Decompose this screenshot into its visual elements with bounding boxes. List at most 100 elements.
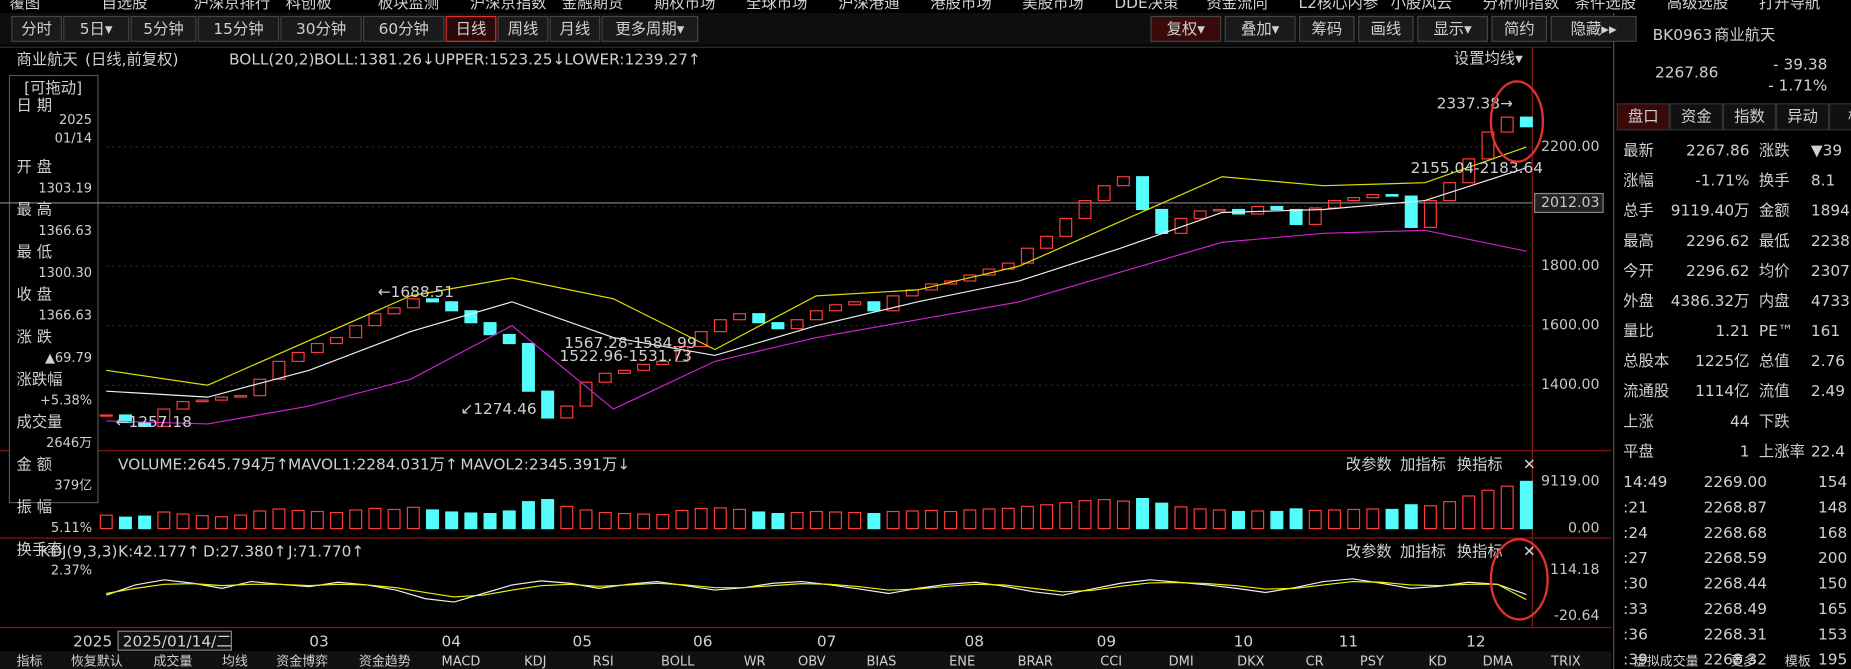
period-button[interactable] <box>280 15 362 42</box>
period-button[interactable] <box>130 15 197 42</box>
period-button[interactable] <box>63 15 130 42</box>
menu-item[interactable]: 覆图 <box>9 0 40 12</box>
indicator-tab[interactable]: 虚拟成交量 <box>1634 653 1699 669</box>
indicator-tab[interactable]: 资金博弈 <box>276 653 328 669</box>
period-button[interactable] <box>197 15 280 42</box>
tool-label[interactable]: 叠加▾ <box>1241 20 1280 38</box>
period-button[interactable] <box>362 15 445 42</box>
panel-button[interactable]: 加指标 <box>1400 455 1446 473</box>
panel-button[interactable]: 换指标 <box>1457 543 1503 561</box>
indicator-tab[interactable]: BIAS <box>866 654 896 669</box>
period-label[interactable]: 更多周期▾ <box>615 20 684 38</box>
indicator-tab[interactable]: 资金趋势 <box>359 653 411 669</box>
tool-label[interactable]: 隐藏▸▸ <box>1571 20 1617 38</box>
indicator-tab[interactable]: CR <box>1306 654 1324 669</box>
menu-item[interactable]: L2核心内参 <box>1299 0 1379 12</box>
quote-tab-label[interactable]: 资金 <box>1681 107 1712 125</box>
tool-label[interactable]: 画线 <box>1371 20 1402 38</box>
indicator-tab[interactable]: BRAR <box>1018 654 1053 669</box>
panel-button[interactable]: 换指标 <box>1457 455 1503 473</box>
menu-item[interactable]: 条件选股 <box>1575 0 1636 12</box>
tool-label[interactable]: 简约 <box>1504 20 1535 38</box>
menu-item[interactable]: 分析师指数 <box>1483 0 1560 12</box>
indicator-tab[interactable]: KD <box>1428 654 1447 669</box>
indicator-tab[interactable]: KDJ <box>524 654 546 669</box>
period-button[interactable] <box>11 15 62 42</box>
indicator-tab[interactable]: OBV <box>798 654 826 669</box>
tool-button[interactable] <box>1150 15 1222 42</box>
quote-tab[interactable] <box>1829 103 1851 131</box>
menu-item[interactable]: 板块监测 <box>378 0 439 12</box>
indicator-tab[interactable]: MACD <box>442 654 481 669</box>
indicator-tab[interactable]: RSI <box>593 654 614 669</box>
quote-tab[interactable] <box>1669 103 1723 131</box>
panel-button[interactable]: 改参数 <box>1346 543 1392 561</box>
menu-item[interactable]: DDE决策 <box>1114 0 1178 12</box>
menu-item[interactable]: 打开导航 <box>1759 0 1820 12</box>
menu-item[interactable]: 全球市场 <box>746 0 807 12</box>
tool-button[interactable] <box>1417 15 1489 42</box>
indicator-tab[interactable]: BOLL <box>661 654 695 669</box>
indicator-tab[interactable]: 恢复默认 <box>71 653 123 669</box>
menu-item[interactable]: 沪深港通 <box>838 0 899 12</box>
indicator-tab[interactable]: 指标 <box>17 654 43 669</box>
menu-item[interactable]: 资金流向 <box>1206 0 1267 12</box>
indicator-tab[interactable]: TRIX <box>1550 654 1581 669</box>
tool-label[interactable]: 筹码 <box>1312 20 1343 38</box>
indicator-tab[interactable]: DKX <box>1237 654 1264 669</box>
quote-tab-label[interactable]: 板 <box>1848 107 1851 125</box>
menu-item[interactable]: 小股风云 <box>1391 0 1452 12</box>
menu-item[interactable]: 科创板 <box>286 0 332 12</box>
period-button[interactable] <box>549 15 601 42</box>
setting-button[interactable]: 设置均线▾ <box>1454 49 1523 67</box>
tool-button[interactable] <box>1358 15 1414 42</box>
period-label[interactable]: 日线 <box>456 20 487 38</box>
panel-button[interactable]: ✕ <box>1523 543 1536 561</box>
quote-tab-label[interactable]: 异动 <box>1787 107 1818 125</box>
indicator-tab[interactable]: 均线 <box>222 654 248 669</box>
menu-item[interactable]: 港股市场 <box>930 0 991 12</box>
indicator-tab[interactable]: 成交量 <box>153 653 192 669</box>
indicator-tab[interactable]: DMI <box>1169 654 1194 669</box>
menu-item[interactable]: 沪深京排行 <box>194 0 271 12</box>
panel-button[interactable]: ✕ <box>1523 455 1536 473</box>
period-label[interactable]: 5分钟 <box>143 20 183 38</box>
quote-tab[interactable] <box>1722 103 1777 131</box>
menu-item[interactable]: 自选股 <box>102 0 148 12</box>
tool-label[interactable]: 显示▾ <box>1433 20 1472 38</box>
tool-button[interactable] <box>1491 15 1548 42</box>
quote-tab-label[interactable]: 盘口 <box>1628 107 1659 125</box>
period-button[interactable] <box>445 15 497 42</box>
period-label[interactable]: 5日▾ <box>80 20 113 38</box>
indicator-tab[interactable]: 模板 <box>1785 654 1811 669</box>
quote-tab-label[interactable]: 指数 <box>1734 107 1765 125</box>
menu-item[interactable]: 金融期货 <box>562 0 623 12</box>
period-label[interactable]: 15分钟 <box>213 20 263 38</box>
tool-button[interactable] <box>1299 15 1355 42</box>
tool-label[interactable]: 复权▾ <box>1167 20 1206 38</box>
menu-item[interactable]: 高级选股 <box>1667 0 1728 12</box>
tool-button[interactable] <box>1550 15 1637 42</box>
indicator-tab[interactable]: ENE <box>949 654 975 669</box>
volume-bar <box>1289 508 1303 530</box>
indicator-tab[interactable]: DMA <box>1483 654 1513 669</box>
period-label[interactable]: 60分钟 <box>379 20 429 38</box>
indicator-tab[interactable]: WR <box>744 654 766 669</box>
period-label[interactable]: 分时 <box>21 20 52 38</box>
indicator-tab[interactable]: PSY <box>1360 654 1384 669</box>
indicator-tab[interactable]: CCI <box>1100 654 1122 669</box>
indicator-tab[interactable]: 更多 <box>1731 653 1757 669</box>
period-label[interactable]: 月线 <box>560 20 591 38</box>
panel-button[interactable]: 加指标 <box>1400 543 1446 561</box>
quote-tab[interactable] <box>1616 103 1670 131</box>
menu-item[interactable]: 沪深京指数 <box>470 0 547 12</box>
tool-button[interactable] <box>1224 15 1296 42</box>
menu-item[interactable]: 期权市场 <box>654 0 715 12</box>
period-label[interactable]: 30分钟 <box>296 20 346 38</box>
period-button[interactable] <box>601 15 699 42</box>
period-label[interactable]: 周线 <box>508 20 539 38</box>
quote-tab[interactable] <box>1776 103 1830 131</box>
panel-button[interactable]: 改参数 <box>1346 455 1392 473</box>
period-button[interactable] <box>497 15 549 42</box>
menu-item[interactable]: 美股市场 <box>1022 0 1083 12</box>
